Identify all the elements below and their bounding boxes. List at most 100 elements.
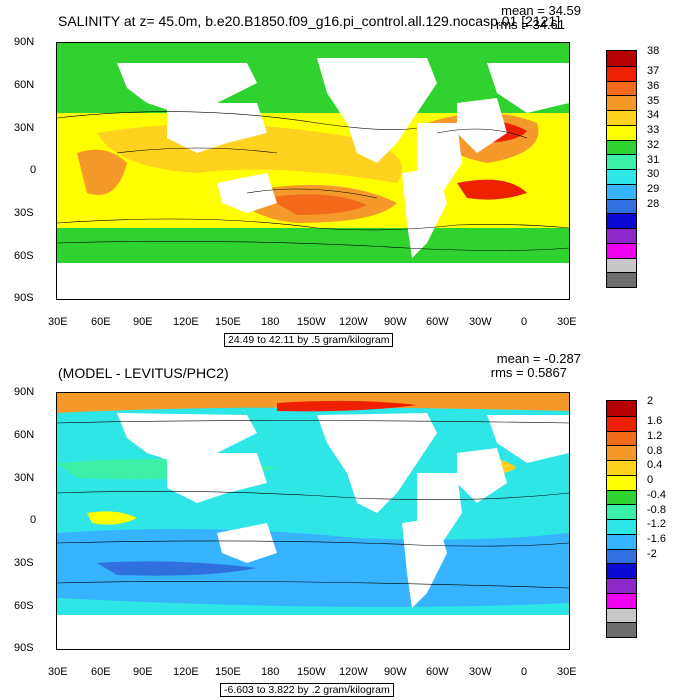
panel2-mean: mean = -0.287 — [496, 351, 581, 366]
panel1-lat-90n: 90N — [14, 36, 35, 48]
panel2-lon-90e: 90E — [133, 666, 153, 678]
panel2-colorbar-tick: 0.4 — [647, 459, 663, 472]
panel1-salinity-field — [57, 43, 569, 299]
panel2-colorbar-tick: -1.2 — [647, 518, 666, 531]
panel1-lon-90e: 90E — [133, 316, 153, 328]
panel1-colorbar-tick: 34 — [647, 109, 660, 122]
panel2-colorbar — [606, 400, 637, 638]
panel1-lon-30w: 30W — [469, 316, 492, 328]
panel1-colorbar-tick: 36 — [647, 79, 660, 92]
panel1-colorbar-tick: 28 — [647, 197, 660, 210]
panel1-lat-0: 0 — [30, 164, 37, 176]
panel1-lon-30e: 30E — [48, 316, 68, 328]
panel1-colorbar-cell — [607, 169, 636, 184]
panel2-colorbar-cell — [607, 592, 636, 608]
panel1-colorbar-cell — [607, 213, 636, 228]
panel1-colorbar-tick: 38 — [647, 45, 660, 57]
panel2-lon-120w: 120W — [339, 666, 368, 678]
panel2-lon-0: 0 — [521, 666, 528, 678]
panel2-colorbar-tick: 0 — [647, 474, 654, 487]
panel2-difference-field — [57, 393, 569, 649]
panel2-lon-150e: 150E — [215, 666, 241, 678]
panel2-colorbar-cell — [607, 460, 636, 475]
panel2-colorbar-tick: 0.8 — [647, 444, 663, 457]
panel1-colorbar-tick: 37 — [647, 65, 660, 78]
panel1-lat-60s: 60S — [14, 250, 34, 262]
panel1-lat-30n: 30N — [14, 122, 35, 134]
panel2-colorbar-cell — [607, 445, 636, 460]
panel2-lat-30s: 30S — [14, 557, 34, 569]
panel2-lat-0: 0 — [30, 514, 37, 526]
panel1-lon-60e: 60E — [91, 316, 111, 328]
panel2-colorbar-cell — [607, 415, 636, 431]
panel2-colorbar-cell — [607, 504, 636, 519]
panel2-colorbar-tick: 2 — [647, 395, 654, 407]
panel1-lon-0: 0 — [521, 316, 528, 328]
panel2-lon-30w: 30W — [469, 666, 492, 678]
panel1-lat-90s: 90S — [14, 292, 34, 304]
panel2-colorbar-cell — [607, 607, 636, 623]
panel1-colorbar-cell — [607, 51, 636, 66]
panel2-colorbar-cell — [607, 519, 636, 534]
panel1-lon-150w: 150W — [297, 316, 326, 328]
panel1-colorbar-tick: 30 — [647, 168, 660, 181]
panel2-lon-60w: 60W — [426, 666, 449, 678]
panel1-colorbar-cell — [607, 110, 636, 125]
panel2-title: (MODEL - LEVITUS/PHC2) — [58, 365, 229, 381]
panel1-lon-150e: 150E — [215, 316, 241, 328]
panel1-colorbar-cell — [607, 139, 636, 155]
panel1-lon-30e-end: 30E — [557, 316, 577, 328]
panel1-colorbar-cell — [607, 124, 636, 140]
panel2-map — [56, 392, 570, 650]
panel1-range-label: 24.49 to 42.11 by .5 gram/kilogram — [224, 333, 394, 347]
panel2-colorbar-cell — [607, 489, 636, 505]
panel1-colorbar-cell — [607, 80, 636, 96]
panel2-range-label: -6.603 to 3.822 by .2 gram/kilogram — [220, 683, 394, 697]
panel1-colorbar-tick: 35 — [647, 94, 660, 107]
panel1-colorbar-cell — [607, 95, 636, 110]
panel2-lat-60n: 60N — [14, 429, 35, 441]
panel1-colorbar-cell — [607, 257, 636, 273]
panel2-lon-60e: 60E — [91, 666, 111, 678]
panel1-lon-90w: 90W — [384, 316, 407, 328]
panel2-colorbar-tick: -0.4 — [647, 488, 666, 501]
panel2-colorbar-tick: 1.2 — [647, 429, 663, 442]
panel2-lat-90n: 90N — [14, 386, 35, 398]
panel2-colorbar-cell — [607, 578, 636, 593]
panel2-colorbar-cell — [607, 548, 636, 564]
panel2-lat-90s: 90S — [14, 642, 34, 654]
panel1-title: SALINITY at z= 45.0m, b.e20.B1850.f09_g1… — [58, 13, 561, 29]
panel1-colorbar-cell — [607, 65, 636, 81]
panel2-lon-180: 180 — [261, 666, 280, 678]
panel2-lon-30e-end: 30E — [557, 666, 577, 678]
panel1-lon-120w: 120W — [339, 316, 368, 328]
panel2-colorbar-cell — [607, 401, 636, 416]
panel2-lon-90w: 90W — [384, 666, 407, 678]
panel1-colorbar — [606, 50, 637, 288]
panel1-colorbar-tick: 32 — [647, 138, 660, 151]
panel2-colorbar-tick: -1.6 — [647, 533, 666, 546]
panel1-colorbar-cell — [607, 242, 636, 258]
panel2-colorbar-cell — [607, 622, 636, 637]
panel1-colorbar-cell — [607, 198, 636, 214]
panel2-colorbar-cell — [607, 563, 636, 578]
panel1-lat-60n: 60N — [14, 79, 35, 91]
panel2-lon-120e: 120E — [173, 666, 199, 678]
panel1-lon-60w: 60W — [426, 316, 449, 328]
panel2-lat-60s: 60S — [14, 600, 34, 612]
panel1-lon-120e: 120E — [173, 316, 199, 328]
panel2-lon-30e: 30E — [48, 666, 68, 678]
panel1-rms: rms = 34.61 — [495, 17, 565, 32]
panel2-lat-30n: 30N — [14, 472, 35, 484]
panel2-lon-150w: 150W — [297, 666, 326, 678]
panel2-colorbar-tick: -0.8 — [647, 503, 666, 516]
panel2-colorbar-cell — [607, 430, 636, 446]
panel1-map — [56, 42, 570, 300]
panel2-colorbar-cell — [607, 474, 636, 490]
panel2-colorbar-tick: -2 — [647, 547, 657, 560]
panel1-lat-30s: 30S — [14, 207, 34, 219]
panel1-mean: mean = 34.59 — [501, 3, 581, 18]
panel1-colorbar-cell — [607, 228, 636, 243]
panel1-colorbar-tick: 33 — [647, 124, 660, 137]
panel1-colorbar-tick: 31 — [647, 153, 660, 166]
